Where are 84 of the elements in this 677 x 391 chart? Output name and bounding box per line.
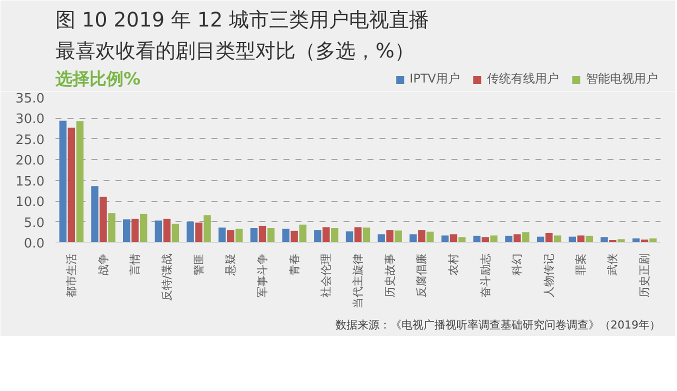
bar — [618, 239, 625, 242]
bar — [314, 230, 322, 242]
bar — [123, 219, 130, 242]
legend-label: IPTV用户 — [410, 70, 460, 88]
bar — [482, 237, 489, 242]
bar — [362, 228, 370, 242]
y-tick-label: 5.0 — [24, 216, 45, 231]
bar — [568, 236, 576, 242]
x-tick-label: 反腐倡廉 — [415, 254, 428, 298]
bar — [354, 227, 362, 242]
bar — [554, 235, 562, 242]
x-tick-label: 罪案 — [574, 254, 588, 276]
bar — [59, 120, 67, 242]
bar — [450, 234, 458, 242]
x-tick-label: 当代主旋律 — [352, 254, 364, 308]
x-tick-label: 历史正剧 — [638, 254, 652, 298]
bar — [282, 228, 290, 242]
x-tick-label: 武侠 — [606, 254, 620, 276]
bar — [76, 121, 84, 242]
bar — [91, 186, 98, 242]
y-tick-label: 10.0 — [16, 195, 45, 210]
bar — [577, 235, 585, 242]
source-note: 数据来源：《电视广播视听率调查基础研究问卷调查》（2019年） — [336, 318, 661, 332]
y-tick-label: 35.0 — [16, 92, 45, 106]
x-tick-label: 科幻 — [510, 254, 524, 276]
bar — [267, 228, 275, 242]
bar — [386, 230, 394, 242]
bar — [250, 228, 258, 242]
bar — [418, 230, 426, 242]
y-tick-label: 20.0 — [16, 154, 45, 169]
x-tick-label: 反特/谍战 — [160, 253, 174, 302]
bar — [227, 230, 234, 242]
bar — [131, 218, 139, 242]
bar — [505, 236, 512, 242]
bar — [258, 226, 266, 242]
bar — [346, 231, 354, 242]
x-tick-label: 言情 — [128, 254, 142, 276]
bar — [394, 230, 402, 242]
legend-label: 智能电视用户 — [586, 70, 658, 88]
bar — [426, 232, 434, 242]
bar — [140, 214, 148, 242]
x-tick-label: 战争 — [96, 254, 110, 276]
chart-title: 图 10 2019 年 12 城市三类用户电视直播最喜欢收看的剧目类型对比（多选，%） — [56, 7, 430, 62]
bar — [195, 222, 202, 242]
bar — [331, 228, 338, 242]
bar — [68, 128, 76, 242]
bar — [163, 218, 171, 242]
bar — [322, 227, 330, 242]
bar — [108, 213, 116, 242]
y-tick-label: 0.0 — [24, 236, 45, 252]
bar — [172, 224, 180, 242]
bar — [236, 228, 243, 242]
y-axis-title: 选择比例% — [54, 70, 141, 90]
bar — [490, 235, 498, 242]
x-tick-label: 历史故事 — [383, 254, 396, 298]
y-tick-label: 30.0 — [16, 112, 45, 128]
bar — [154, 220, 162, 242]
y-tick-label: 25.0 — [16, 132, 45, 148]
bar — [299, 224, 306, 242]
bar — [545, 232, 553, 242]
bar — [514, 234, 521, 242]
x-tick-label: 人物传记 — [542, 254, 556, 298]
x-tick-label: 都市生活 — [64, 254, 78, 298]
x-tick-label: 奋斗励志 — [478, 254, 492, 298]
y-tick-label: 15.0 — [16, 174, 45, 190]
legend-label: 传统有线用户 — [487, 70, 559, 88]
x-tick-label: 军事斗争 — [256, 254, 269, 298]
bar — [522, 232, 530, 242]
x-tick-label: 青春 — [288, 254, 301, 276]
x-tick-label: 农村 — [447, 254, 460, 276]
x-tick-label: 悬疑 — [224, 254, 238, 276]
bar — [536, 236, 544, 242]
bar — [600, 237, 608, 242]
x-tick-label: 社会伦理 — [320, 254, 333, 298]
bar — [378, 234, 385, 242]
bar — [100, 196, 107, 242]
bar — [186, 222, 194, 242]
bar — [290, 230, 298, 242]
bar — [410, 234, 417, 242]
x-tick-label: 警匪 — [192, 254, 206, 276]
bar — [218, 228, 226, 242]
bar — [441, 235, 449, 242]
bar — [458, 237, 466, 242]
bar — [204, 215, 211, 242]
